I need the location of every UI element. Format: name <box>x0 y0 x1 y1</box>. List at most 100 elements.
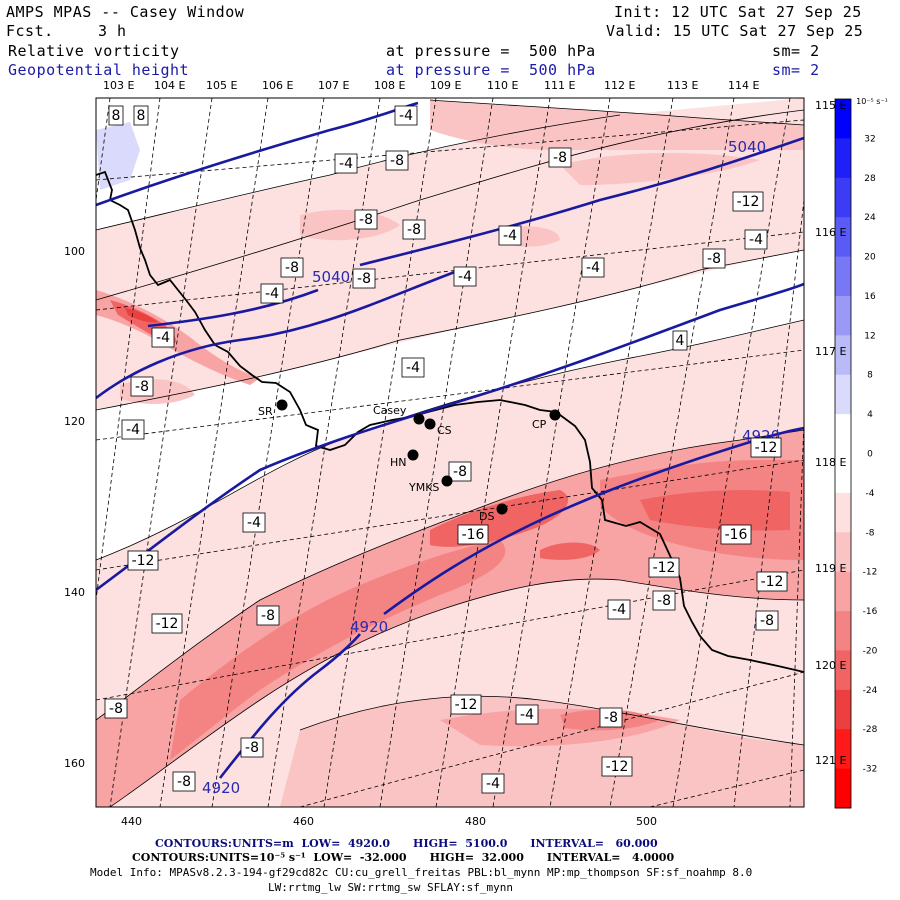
colorbar-swatch <box>835 335 851 376</box>
vorticity-label-box <box>127 550 159 571</box>
vorticity-label: -4 <box>406 360 420 376</box>
station-label-ymks: YMKS <box>408 481 439 494</box>
graticule <box>96 98 804 807</box>
colorbar-swatch <box>835 768 851 809</box>
vorticity-label-box <box>457 524 489 545</box>
vorticity-label-box <box>720 524 752 545</box>
init-time: Init: 12 UTC Sat 27 Sep 25 <box>614 3 862 21</box>
vorticity-label: -4 <box>749 232 763 248</box>
colorbar-swatch <box>835 217 851 258</box>
lon-label: 104 E <box>154 79 186 92</box>
vorticity-label: -16 <box>462 527 485 543</box>
vorticity-label: -8 <box>261 608 275 624</box>
stations: SR Casey CS HN YMKS CP DS <box>258 399 561 523</box>
plot-frame <box>95 97 805 808</box>
station-marker-ymks <box>441 475 453 487</box>
vorticity-label-box <box>548 147 572 168</box>
station-marker-casey <box>413 413 425 425</box>
vorticity-label-box <box>450 694 482 715</box>
vorticity-label-box <box>280 257 304 278</box>
colorbar: 32 28 24 20 16 12 8 4 0 -4 -8 -12 -16 -20 -24 -28 -32 10⁻… <box>834 97 888 809</box>
colorbar-tick-label: -4 <box>866 489 875 499</box>
colorbar-swatch <box>835 571 851 612</box>
colorbar-tick-label: -24 <box>863 686 878 696</box>
height-label: 5040 <box>312 268 350 286</box>
vorticity-label-box <box>352 268 376 289</box>
station-marker-hn <box>407 449 419 461</box>
vorticity-label: 8 <box>137 108 146 124</box>
colorbar-tick-label: -8 <box>866 528 875 538</box>
vorticity-label: -4 <box>486 776 500 792</box>
y-tick-label: 120 <box>64 415 85 428</box>
colorbar-swatch <box>835 256 851 297</box>
valid-time: Valid: 15 UTC Sat 27 Sep 25 <box>606 22 864 40</box>
vorticity-label: -8 <box>135 379 149 395</box>
lon-label: 112 E <box>604 79 636 92</box>
colorbar-tick-label: 0 <box>867 450 873 460</box>
contour-info-vorticity: UNITS=10⁻⁵ s⁻¹ LOW= -32.000 HIGH= 32.000… <box>209 851 675 864</box>
vorticity-label: -8 <box>359 212 373 228</box>
colorbar-swatch <box>835 532 851 573</box>
station-label-sr: SR <box>258 405 273 418</box>
y-tick-label: 140 <box>64 586 85 599</box>
colorbar-swatch <box>835 492 851 533</box>
vorticity-label: -8 <box>245 740 259 756</box>
colorbar-swatch <box>835 295 851 336</box>
forecast-hour: 3 h <box>98 22 127 40</box>
lon-label: 109 E <box>430 79 462 92</box>
vorticity-label: -4 <box>339 156 353 172</box>
model-info: Model Info: MPASv8.2.3-194-gf29cd82c CU:… <box>90 866 753 879</box>
vorticity-label-box <box>672 330 688 351</box>
vorticity-label-box <box>401 357 425 378</box>
vorticity-label-box <box>756 571 788 592</box>
vorticity-label: -4 <box>520 707 534 723</box>
vorticity-label-box <box>599 707 623 728</box>
colorbar-tick-label: 24 <box>864 213 876 223</box>
vorticity-label: -4 <box>156 330 170 346</box>
vorticity-label: -8 <box>707 251 721 267</box>
y-tick-label: 100 <box>64 245 85 258</box>
vorticity-label: -8 <box>407 222 421 238</box>
vorticity-label: -4 <box>612 602 626 618</box>
vorticity-label: -12 <box>132 553 155 569</box>
colorbar-swatch <box>835 611 851 651</box>
station-label-casey: Casey <box>373 404 407 417</box>
lon-label: 115 E <box>815 99 847 112</box>
vorticity-label-box <box>607 599 631 620</box>
vorticity-label: -12 <box>761 574 784 590</box>
vorticity-label-box <box>151 327 175 348</box>
vorticity-label: -8 <box>357 271 371 287</box>
vorticity-label-box <box>652 590 676 611</box>
contour-info-height: UNITS=m LOW= 4920.0 HIGH= 5100.0 INTERVA… <box>232 837 658 850</box>
vorticity-label-box <box>648 557 680 578</box>
vorticity-label: -8 <box>109 701 123 717</box>
vorticity-contour-labels: 8 8 -4 -4 -8 -8 -12 -8 -8 -4 -4 -8 -8 -4 -4 -8 -4 4 -4 -8 -4… <box>104 105 788 794</box>
height-contours <box>96 101 804 779</box>
colorbar-swatch <box>835 414 851 454</box>
x-tick-label: 500 <box>636 815 657 828</box>
vorticity-label: -4 <box>458 269 472 285</box>
vorticity-label-box <box>453 266 477 287</box>
colorbar-frame <box>834 98 852 809</box>
vorticity-label-box <box>151 613 183 634</box>
vorticity-label: 8 <box>112 108 121 124</box>
colorbar-tick-label: 4 <box>867 410 873 420</box>
height-label: 4920 <box>202 779 240 797</box>
lon-label: 103 E <box>103 79 135 92</box>
colorbar-swatch <box>835 99 851 139</box>
vorticity-label: -12 <box>755 440 778 456</box>
lon-label: 118 E <box>815 456 847 469</box>
vorticity-label: -8 <box>553 150 567 166</box>
vorticity-label: -12 <box>606 759 629 775</box>
x-tick-label: 480 <box>465 815 486 828</box>
vorticity-label-box <box>108 105 124 126</box>
contour-info-height-label: CONTOURS: <box>155 837 232 850</box>
vorticity-label: -8 <box>453 464 467 480</box>
vorticity-label-box <box>481 773 505 794</box>
vorticity-label-box <box>172 771 196 792</box>
station-marker-sr <box>276 399 288 411</box>
vorticity-label-box <box>334 153 358 174</box>
vorticity-label: -12 <box>737 194 760 210</box>
station-label-cp: CP <box>532 418 547 431</box>
